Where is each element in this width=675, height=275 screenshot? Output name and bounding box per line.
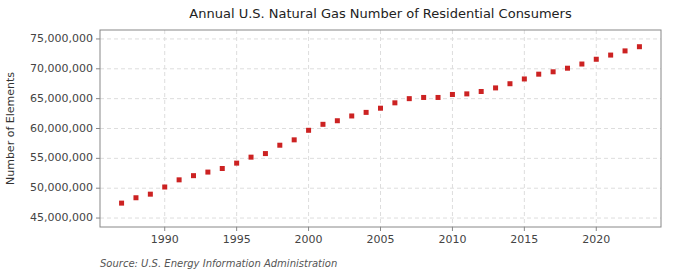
point bbox=[594, 57, 599, 62]
point bbox=[277, 143, 282, 148]
tick-label: 2015 bbox=[510, 233, 538, 246]
tick-mark bbox=[96, 158, 100, 159]
point bbox=[306, 128, 311, 133]
plot-frame bbox=[100, 30, 661, 227]
point bbox=[579, 62, 584, 67]
point bbox=[205, 170, 210, 175]
tick-label: 55,000,000 bbox=[30, 151, 93, 164]
points bbox=[119, 44, 642, 205]
grid-line bbox=[236, 30, 237, 227]
tick-label: 75,000,000 bbox=[30, 32, 93, 45]
point bbox=[565, 66, 570, 71]
point bbox=[623, 48, 628, 53]
point bbox=[162, 185, 167, 190]
grid-line bbox=[452, 30, 453, 227]
tick-label: 65,000,000 bbox=[30, 92, 93, 105]
chart: 45,000,000 50,000,000 55,000,000 60,000,000… bbox=[0, 0, 675, 275]
point bbox=[436, 95, 441, 100]
point bbox=[493, 85, 498, 90]
point bbox=[364, 110, 369, 115]
point bbox=[133, 195, 138, 200]
point bbox=[220, 166, 225, 171]
tick-label: 2000 bbox=[295, 233, 323, 246]
tick-mark bbox=[164, 227, 165, 231]
grid-line bbox=[100, 98, 661, 99]
grid-line bbox=[524, 30, 525, 227]
grid bbox=[100, 30, 661, 227]
tick-label: 2010 bbox=[438, 233, 466, 246]
point bbox=[148, 192, 153, 197]
tick-mark bbox=[96, 38, 100, 39]
point bbox=[335, 118, 340, 123]
point bbox=[292, 137, 297, 142]
tick-label: 70,000,000 bbox=[30, 62, 93, 75]
grid-line bbox=[100, 218, 661, 219]
tick-mark bbox=[380, 227, 381, 231]
tick-mark bbox=[96, 128, 100, 129]
point bbox=[450, 92, 455, 97]
tick-mark bbox=[96, 218, 100, 219]
point bbox=[551, 69, 556, 74]
point bbox=[464, 91, 469, 96]
source-note: Source: U.S. Energy Information Administ… bbox=[100, 258, 337, 269]
tick-label: 45,000,000 bbox=[30, 211, 93, 224]
point bbox=[191, 173, 196, 178]
point bbox=[507, 81, 512, 86]
tick-mark bbox=[452, 227, 453, 231]
point bbox=[234, 161, 239, 166]
point bbox=[522, 76, 527, 81]
grid-line bbox=[380, 30, 381, 227]
tick-mark bbox=[236, 227, 237, 231]
point bbox=[637, 44, 642, 49]
tick-label: 2005 bbox=[367, 233, 395, 246]
grid-line bbox=[164, 30, 165, 227]
tick-label: 1990 bbox=[151, 233, 179, 246]
tick-label: 50,000,000 bbox=[30, 181, 93, 194]
point bbox=[177, 177, 182, 182]
point bbox=[536, 72, 541, 77]
tick-mark bbox=[96, 98, 100, 99]
point bbox=[263, 151, 268, 156]
point bbox=[249, 155, 254, 160]
tick-label: 60,000,000 bbox=[30, 122, 93, 135]
tick-mark bbox=[524, 227, 525, 231]
tick-mark bbox=[96, 188, 100, 189]
tick-mark bbox=[96, 68, 100, 69]
y-axis-label: Number of Elements bbox=[4, 72, 17, 185]
point bbox=[378, 106, 383, 111]
point bbox=[119, 201, 124, 206]
tick-label: 2020 bbox=[582, 233, 610, 246]
point bbox=[407, 96, 412, 101]
point bbox=[608, 53, 613, 58]
axes: 45,000,000 50,000,000 55,000,000 60,000,000… bbox=[30, 32, 610, 246]
point bbox=[421, 95, 426, 100]
title: Annual U.S. Natural Gas Number of Reside… bbox=[189, 6, 572, 21]
tick-mark bbox=[596, 227, 597, 231]
point bbox=[392, 100, 397, 105]
point bbox=[479, 89, 484, 94]
tick-label: 1995 bbox=[223, 233, 251, 246]
tick-mark bbox=[308, 227, 309, 231]
point bbox=[349, 113, 354, 118]
point bbox=[320, 122, 325, 127]
